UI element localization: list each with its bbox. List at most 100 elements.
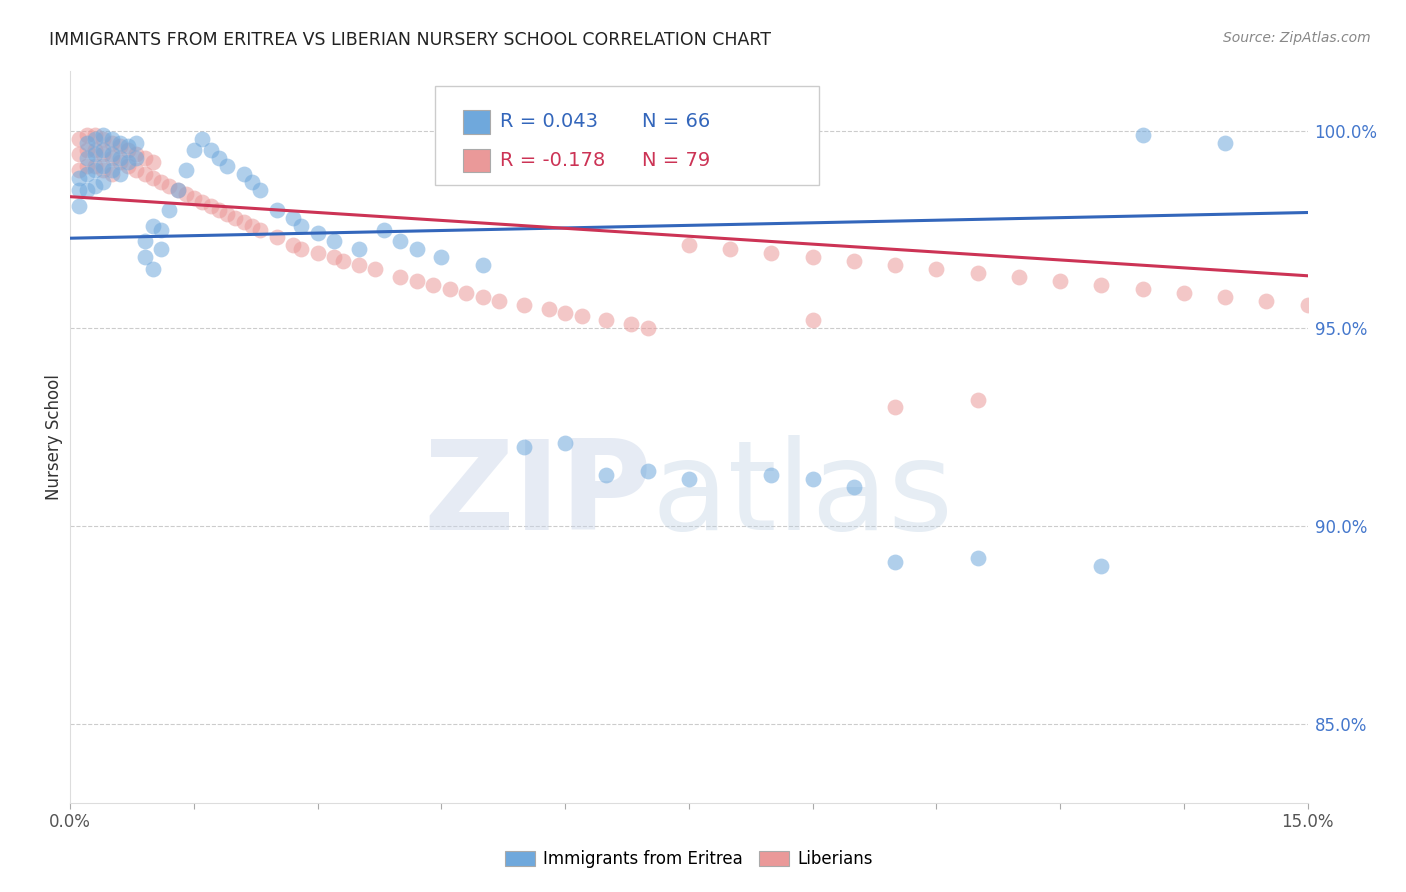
Point bbox=[488, 293, 510, 308]
Point bbox=[323, 235, 346, 249]
Point bbox=[100, 163, 122, 178]
Point bbox=[224, 211, 246, 225]
Point bbox=[174, 163, 197, 178]
Point bbox=[76, 136, 98, 150]
Point bbox=[142, 171, 165, 186]
Point bbox=[117, 139, 139, 153]
Point bbox=[84, 179, 107, 194]
Point bbox=[84, 159, 107, 173]
Point bbox=[134, 167, 156, 181]
Point bbox=[108, 167, 131, 181]
Point bbox=[1256, 293, 1278, 308]
Point bbox=[208, 202, 231, 217]
Point bbox=[150, 242, 173, 256]
Point bbox=[142, 155, 165, 169]
Text: Source: ZipAtlas.com: Source: ZipAtlas.com bbox=[1223, 31, 1371, 45]
FancyBboxPatch shape bbox=[463, 111, 489, 134]
Point bbox=[76, 128, 98, 142]
Point bbox=[966, 550, 988, 565]
Point bbox=[1213, 290, 1236, 304]
Point bbox=[966, 266, 988, 280]
Point bbox=[142, 219, 165, 233]
FancyBboxPatch shape bbox=[463, 149, 489, 172]
Point bbox=[678, 238, 700, 252]
Point bbox=[389, 269, 412, 284]
Point bbox=[91, 147, 114, 161]
Point bbox=[67, 131, 90, 145]
Point bbox=[842, 479, 865, 493]
Point bbox=[108, 152, 131, 166]
Point bbox=[76, 152, 98, 166]
Point bbox=[142, 262, 165, 277]
Point bbox=[595, 313, 617, 327]
Point bbox=[125, 147, 148, 161]
Point bbox=[405, 242, 427, 256]
Point bbox=[108, 139, 131, 153]
Point bbox=[166, 183, 188, 197]
Point bbox=[125, 136, 148, 150]
Point bbox=[67, 147, 90, 161]
Point bbox=[554, 305, 576, 319]
Point bbox=[281, 238, 304, 252]
Point bbox=[125, 163, 148, 178]
Point bbox=[117, 144, 139, 158]
Point bbox=[108, 155, 131, 169]
Point bbox=[966, 392, 988, 407]
FancyBboxPatch shape bbox=[436, 86, 818, 185]
Point bbox=[67, 171, 90, 186]
Point bbox=[1049, 274, 1071, 288]
Point bbox=[554, 436, 576, 450]
Point bbox=[842, 254, 865, 268]
Point bbox=[307, 227, 329, 241]
Point bbox=[1296, 298, 1319, 312]
Point bbox=[174, 186, 197, 201]
Point bbox=[373, 222, 395, 236]
Point bbox=[266, 230, 288, 244]
Point bbox=[91, 128, 114, 142]
Point bbox=[884, 555, 907, 569]
Point bbox=[925, 262, 948, 277]
Point bbox=[718, 242, 741, 256]
Point bbox=[240, 175, 263, 189]
Point bbox=[134, 250, 156, 264]
Point bbox=[100, 152, 122, 166]
Point bbox=[91, 163, 114, 178]
Point bbox=[84, 163, 107, 178]
Point bbox=[620, 318, 643, 332]
Point bbox=[1008, 269, 1031, 284]
Point bbox=[157, 202, 180, 217]
Point bbox=[100, 167, 122, 181]
Point bbox=[405, 274, 427, 288]
Point bbox=[1132, 128, 1154, 142]
Text: N = 66: N = 66 bbox=[643, 112, 710, 131]
Point bbox=[157, 179, 180, 194]
Point bbox=[332, 254, 354, 268]
Point bbox=[100, 136, 122, 150]
Point bbox=[67, 163, 90, 178]
Point bbox=[537, 301, 560, 316]
Point bbox=[347, 258, 370, 272]
Point bbox=[215, 207, 238, 221]
Point bbox=[117, 155, 139, 169]
Text: IMMIGRANTS FROM ERITREA VS LIBERIAN NURSERY SCHOOL CORRELATION CHART: IMMIGRANTS FROM ERITREA VS LIBERIAN NURS… bbox=[49, 31, 772, 49]
Point bbox=[281, 211, 304, 225]
Point bbox=[84, 131, 107, 145]
Text: atlas: atlas bbox=[652, 435, 953, 556]
Point bbox=[266, 202, 288, 217]
Point bbox=[200, 199, 222, 213]
Point bbox=[67, 199, 90, 213]
Legend: Immigrants from Eritrea, Liberians: Immigrants from Eritrea, Liberians bbox=[498, 844, 880, 875]
Point bbox=[249, 222, 271, 236]
Point bbox=[389, 235, 412, 249]
Point bbox=[215, 159, 238, 173]
Point bbox=[76, 144, 98, 158]
Point bbox=[678, 472, 700, 486]
Point bbox=[183, 144, 205, 158]
Point bbox=[232, 167, 254, 181]
Point bbox=[801, 313, 824, 327]
Point bbox=[513, 440, 536, 454]
Point bbox=[430, 250, 453, 264]
Point bbox=[76, 159, 98, 173]
Point bbox=[637, 464, 659, 478]
Point bbox=[84, 128, 107, 142]
